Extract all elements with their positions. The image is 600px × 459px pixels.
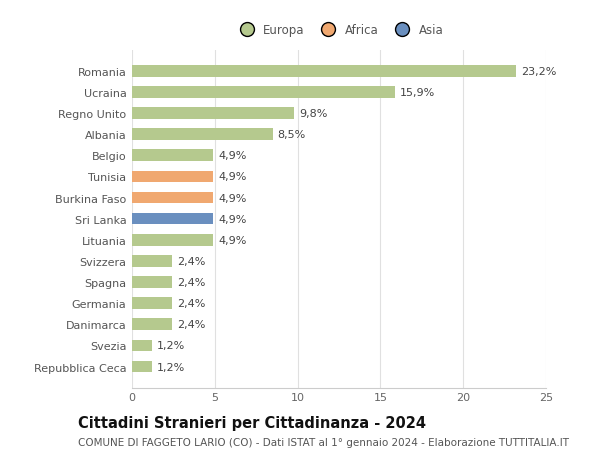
Text: 4,9%: 4,9% [218, 151, 247, 161]
Bar [132, 192, 213, 204]
Bar [132, 129, 273, 140]
Text: 4,9%: 4,9% [218, 172, 247, 182]
Bar [132, 235, 213, 246]
Text: 4,9%: 4,9% [218, 214, 247, 224]
Bar [132, 108, 294, 120]
Text: 2,4%: 2,4% [177, 298, 205, 308]
Text: 23,2%: 23,2% [521, 67, 557, 77]
Text: 4,9%: 4,9% [218, 193, 247, 203]
Text: 8,5%: 8,5% [278, 130, 306, 140]
Bar [132, 150, 213, 162]
Text: COMUNE DI FAGGETO LARIO (CO) - Dati ISTAT al 1° gennaio 2024 - Elaborazione TUTT: COMUNE DI FAGGETO LARIO (CO) - Dati ISTA… [78, 437, 569, 447]
Text: 4,9%: 4,9% [218, 235, 247, 245]
Bar [132, 319, 172, 330]
Bar [132, 66, 516, 78]
Text: 2,4%: 2,4% [177, 256, 205, 266]
Bar [132, 171, 213, 183]
Text: 2,4%: 2,4% [177, 319, 205, 330]
Bar [132, 340, 152, 352]
Bar [132, 298, 172, 309]
Text: 9,8%: 9,8% [299, 109, 328, 119]
Legend: Europa, Africa, Asia: Europa, Africa, Asia [230, 19, 448, 42]
Bar [132, 213, 213, 225]
Text: 1,2%: 1,2% [157, 362, 185, 372]
Bar [132, 256, 172, 267]
Bar [132, 277, 172, 288]
Text: 2,4%: 2,4% [177, 277, 205, 287]
Text: Cittadini Stranieri per Cittadinanza - 2024: Cittadini Stranieri per Cittadinanza - 2… [78, 415, 426, 431]
Bar [132, 361, 152, 373]
Text: 1,2%: 1,2% [157, 341, 185, 351]
Bar [132, 87, 395, 99]
Text: 15,9%: 15,9% [400, 88, 436, 98]
